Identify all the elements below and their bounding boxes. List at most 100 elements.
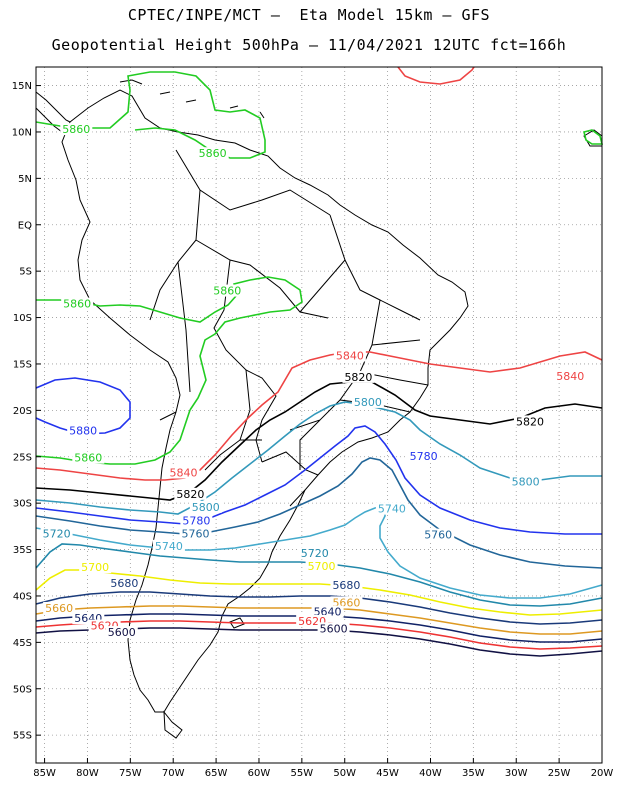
contour-5880: [35, 377, 131, 435]
contour-label: 5600: [108, 626, 136, 639]
lon-tick-label: 60W: [248, 768, 271, 779]
lon-tick-label: 65W: [205, 768, 228, 779]
contour-label-bg: [509, 475, 542, 488]
lon-tick-label: 80W: [76, 768, 99, 779]
contour-label-bg: [513, 415, 546, 428]
contour-label: 5700: [308, 560, 336, 573]
contour-label-bg: [43, 601, 76, 614]
contour-label: 5800: [512, 476, 540, 489]
contour-label: 5820: [176, 488, 204, 501]
contour-5780: [35, 425, 602, 535]
contour-label: 5720: [43, 528, 71, 541]
contour-label-bg: [72, 451, 105, 464]
lat-tick-label: 5S: [19, 267, 32, 278]
contour-label-bg: [60, 123, 93, 136]
lon-tick-label: 25W: [548, 768, 571, 779]
lon-tick-label: 70W: [162, 768, 185, 779]
contour-5840: [35, 351, 603, 481]
contour-5680: [35, 591, 603, 625]
contour-label-bg: [179, 527, 212, 540]
lat-tick-label: 10N: [12, 127, 32, 138]
lat-tick-label: 20S: [13, 406, 32, 417]
contour-label: 5860: [63, 298, 91, 311]
falkland-islands: [229, 617, 245, 629]
lon-tick-label: 20W: [591, 768, 614, 779]
plot-frame: [35, 66, 603, 764]
contour-label-bg: [167, 466, 200, 479]
contour-label: 5860: [62, 123, 90, 136]
lon-tick-label: 40W: [419, 768, 442, 779]
contour-label-bg: [351, 395, 384, 408]
contour-label: 5700: [81, 561, 109, 574]
lat-tick-label: 35S: [13, 545, 32, 556]
contour-label: 5840: [336, 350, 364, 363]
contour-label: 5820: [344, 371, 372, 384]
lon-tick-label: 35W: [462, 768, 485, 779]
contour-label: 5880: [69, 425, 97, 438]
contour-label: 5860: [213, 285, 241, 298]
map-title: CPTEC/INPE/MCT – Eta Model 15km – GFS: [127, 6, 491, 24]
contour-label-bg: [407, 449, 440, 462]
contour-label-bg: [422, 528, 455, 541]
contour-5800: [35, 401, 602, 515]
lat-tick-label: 45S: [13, 638, 32, 649]
contour-5820: [35, 381, 603, 501]
contour-label: 5680: [110, 577, 138, 590]
contour-label-bg: [152, 539, 185, 552]
contour-label: 5860: [74, 452, 102, 465]
contour-label-bg: [67, 424, 100, 437]
central-america-coast: [35, 91, 71, 133]
contour-label-bg: [108, 576, 141, 589]
contour-label-bg: [174, 487, 207, 500]
contour-label: 5680: [332, 579, 360, 592]
lat-tick-label: 5N: [18, 174, 32, 185]
contour-5860-central: [36, 276, 303, 411]
contour-label: 5760: [424, 529, 452, 542]
lat-tick-label: 15N: [12, 81, 32, 92]
contour-label: 5820: [516, 415, 544, 428]
contour-label: 5600: [320, 622, 348, 635]
contour-label: 5860: [199, 147, 227, 160]
map-subtitle: Geopotential Height 500hPa – 11/04/2021 …: [51, 36, 567, 54]
contour-label: 5740: [155, 540, 183, 553]
contour-label-bg: [79, 561, 112, 574]
contour-label: 5780: [182, 515, 210, 528]
contour-label: 5800: [192, 501, 220, 514]
contour-label-bg: [305, 560, 338, 573]
lat-tick-label: 15S: [13, 359, 32, 370]
contour-5760: [35, 457, 603, 569]
lat-tick-label: 10S: [13, 313, 32, 324]
coastlines-borders: [35, 79, 603, 739]
contour-5720: [35, 543, 603, 607]
contour-label-bg: [330, 578, 363, 591]
contour-label-bg: [196, 147, 229, 160]
contour-5860-south: [35, 409, 191, 465]
contour-label: 5840: [170, 466, 198, 479]
contour-label-bg: [189, 500, 222, 513]
contour-label-bg: [330, 596, 363, 609]
contour-label: 5780: [410, 450, 438, 463]
contour-label-bg: [211, 284, 244, 297]
contour-label-bg: [180, 514, 213, 527]
contour-label: 5800: [354, 396, 382, 409]
contour-label-bg: [311, 605, 344, 618]
caribbean-islands: [119, 79, 265, 119]
gridlines: [36, 67, 603, 763]
contour-label-bg: [375, 502, 408, 515]
contour-label: 5660: [45, 602, 73, 615]
tierra-del-fuego: [163, 710, 183, 739]
lat-tick-label: 25S: [13, 452, 32, 463]
contour-label-bg: [40, 527, 73, 540]
contour-label-bg: [105, 626, 138, 639]
contour-5840-north-arc: [397, 66, 475, 85]
lon-tick-label: 55W: [291, 768, 314, 779]
lon-tick-label: 85W: [33, 768, 56, 779]
lat-tick-label: EQ: [18, 220, 32, 231]
contour-labels: 5860 5860 5860 5860 5880 5860 5840 5820 5840 5800…: [40, 123, 587, 639]
contour-label: 5840: [556, 370, 584, 383]
contour-label-bg: [554, 369, 587, 382]
lat-tick-label: 30S: [13, 499, 32, 510]
lon-tick-label: 45W: [376, 768, 399, 779]
